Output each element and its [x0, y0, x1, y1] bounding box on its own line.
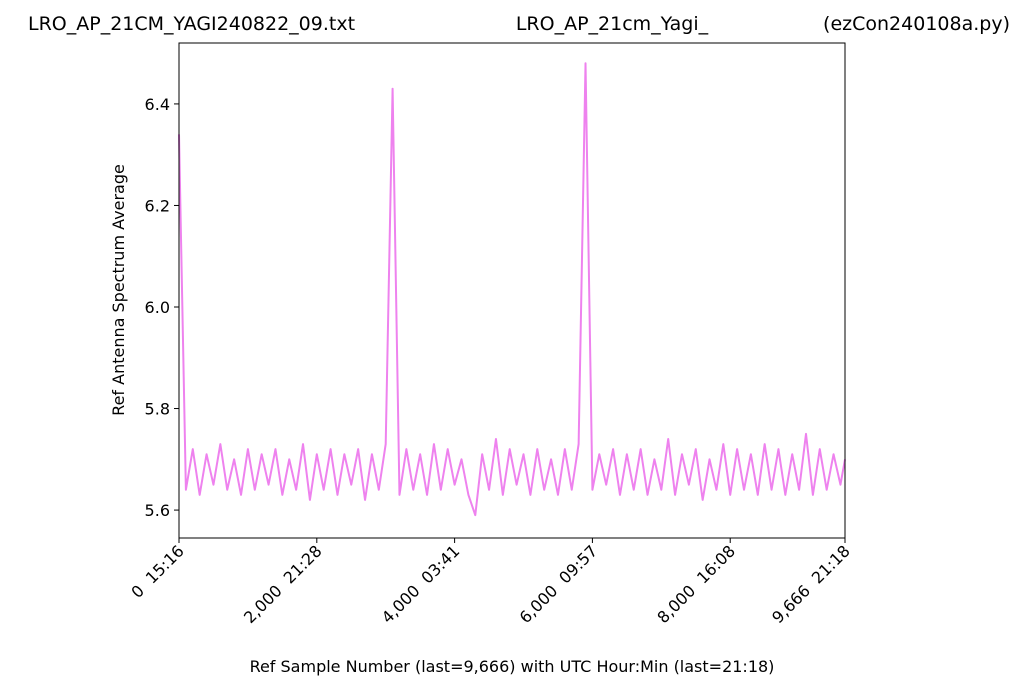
plot-frame — [178, 42, 846, 539]
y-axis-label: Ref Antenna Spectrum Average — [109, 164, 128, 416]
data-line — [178, 62, 846, 517]
y-tick-label: 5.6 — [145, 501, 170, 520]
chart-title-center: LRO_AP_21cm_Yagi_ — [516, 13, 709, 35]
y-tick-label: 6.4 — [145, 95, 170, 114]
chart-title-left: LRO_AP_21CM_YAGI240822_09.txt — [28, 13, 355, 35]
y-tick-label: 5.8 — [145, 400, 170, 419]
chart-title-right: (ezCon240108a.py) — [823, 13, 1010, 35]
y-tick-label: 6.0 — [145, 298, 170, 317]
x-axis-label: Ref Sample Number (last=9,666) with UTC … — [250, 657, 775, 676]
y-tick-label: 6.2 — [145, 196, 170, 215]
